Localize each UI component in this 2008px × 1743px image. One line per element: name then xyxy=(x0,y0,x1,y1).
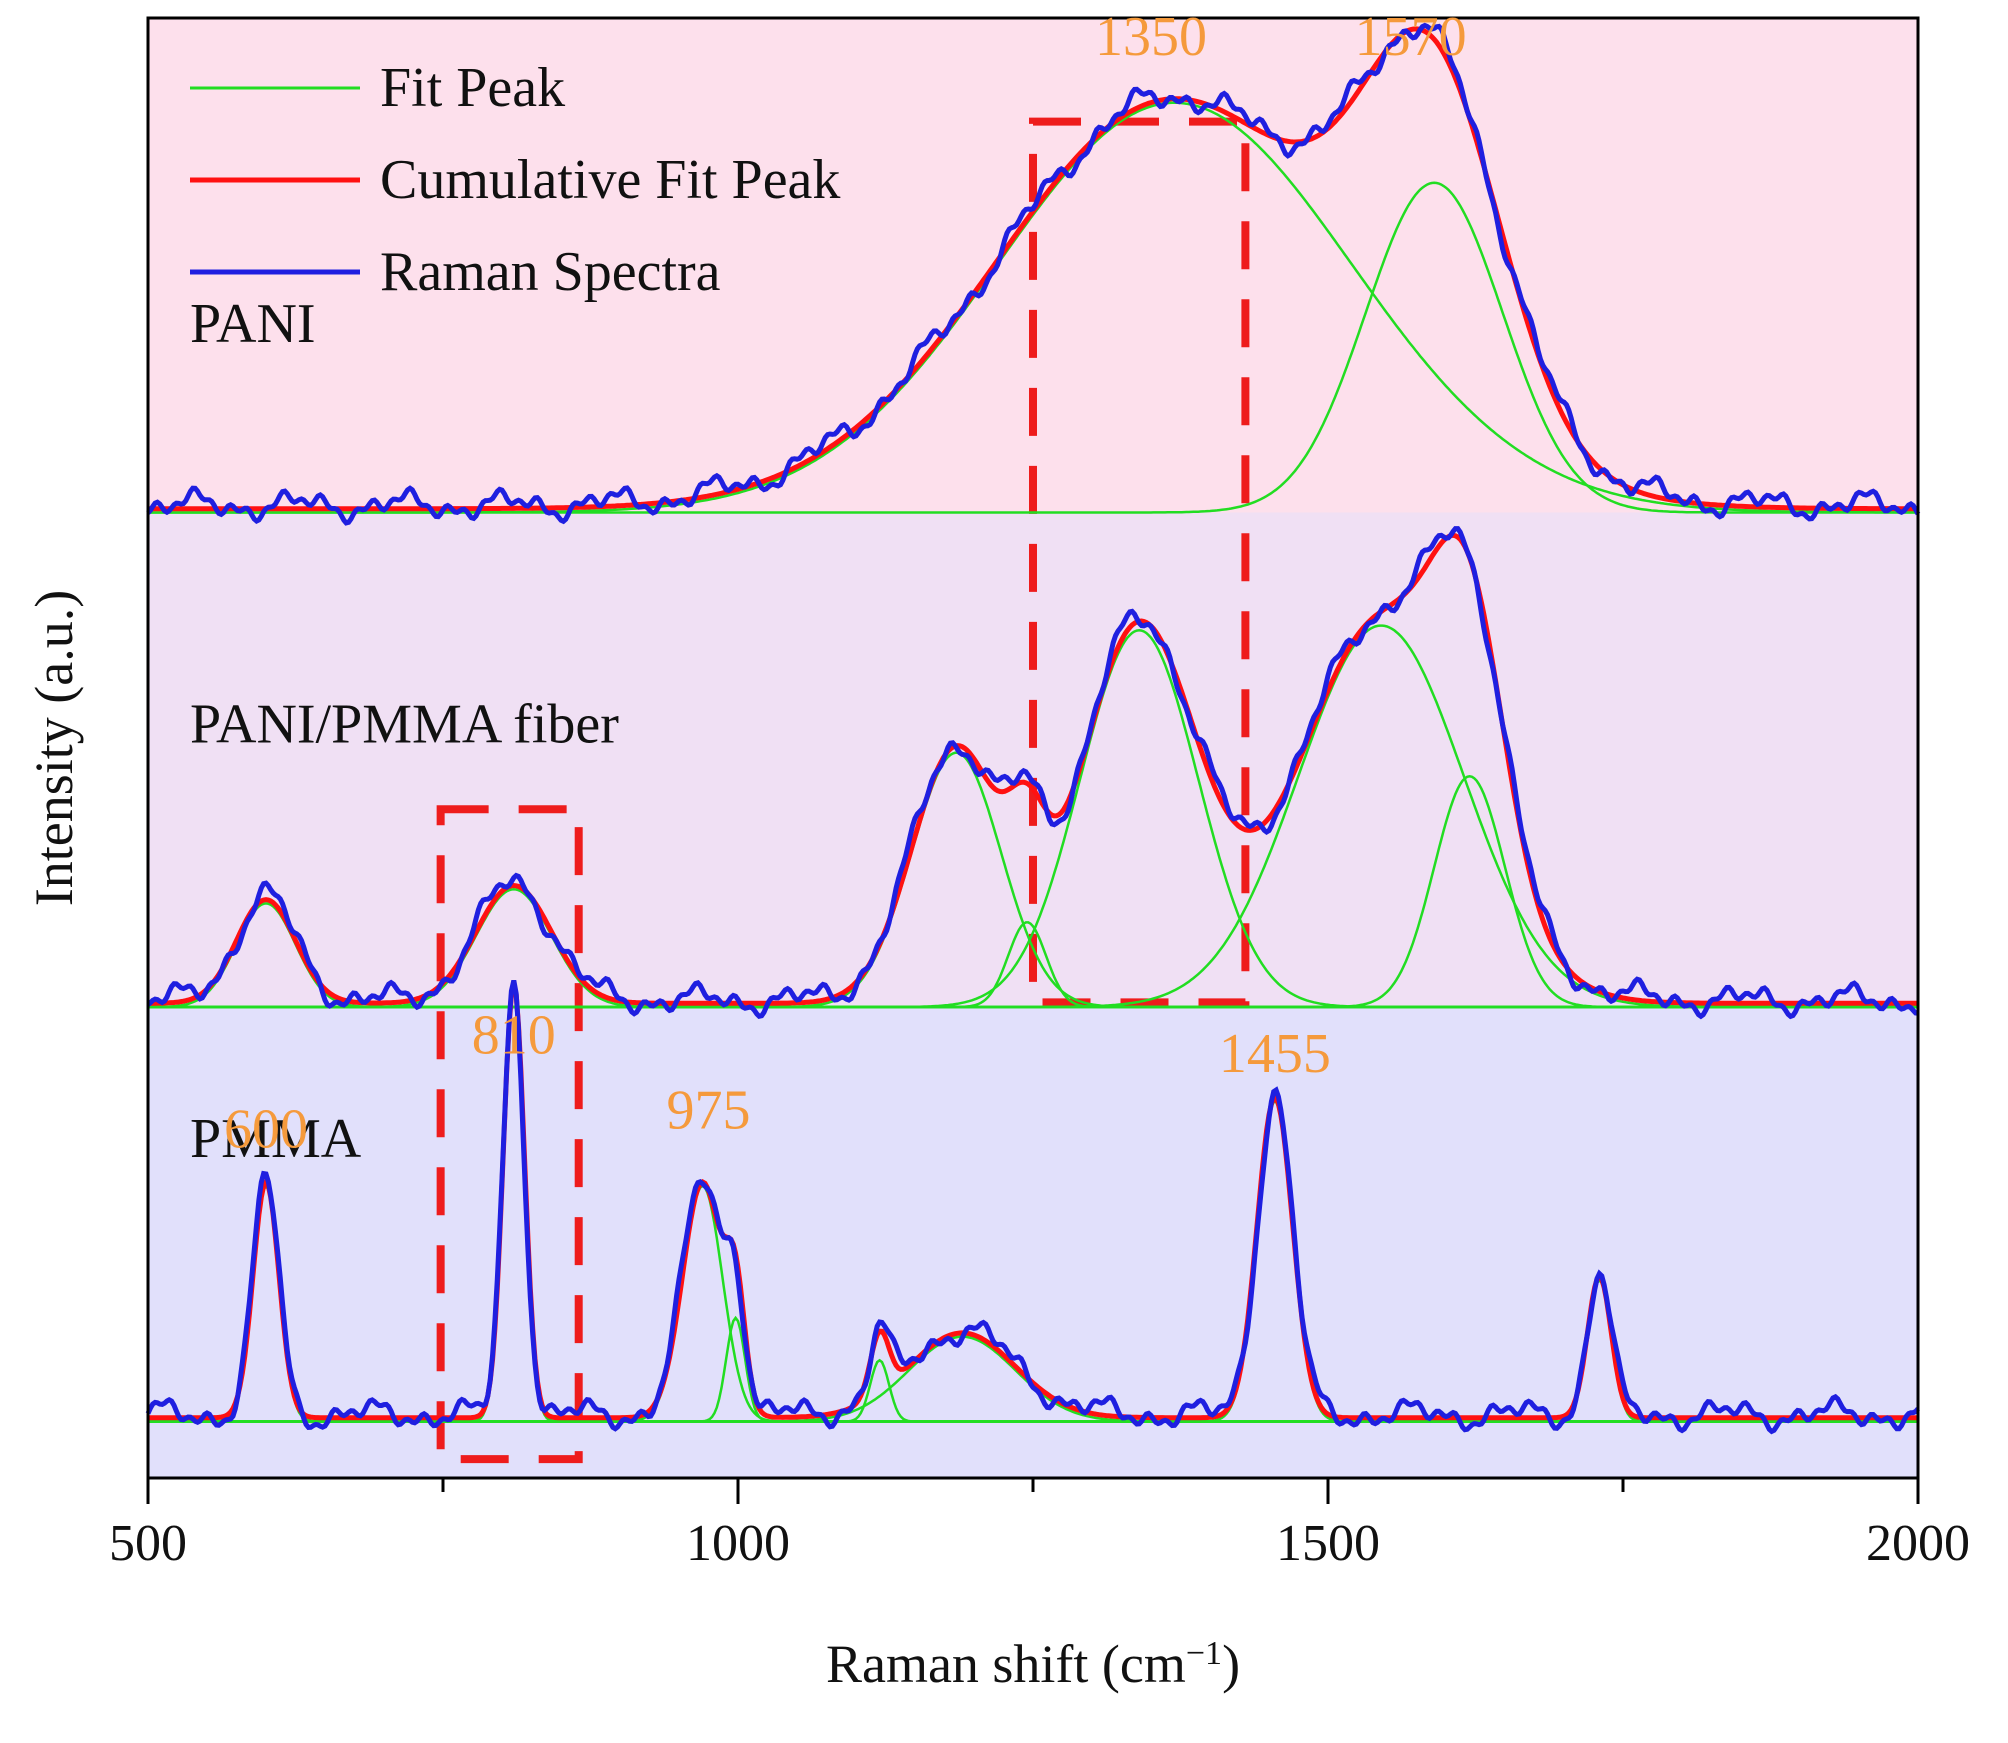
legend: Fit Peak Cumulative Fit Peak Raman Spectra xyxy=(190,57,840,303)
raman-spectrum-0 xyxy=(146,22,1921,526)
highlight-box-1 xyxy=(436,805,583,1464)
legend-label-1: Cumulative Fit Peak xyxy=(380,149,840,211)
annotation-3: 600 xyxy=(224,1098,308,1160)
annotation-0: 1350 xyxy=(1095,6,1207,68)
annotation-5: 1455 xyxy=(1219,1023,1331,1085)
raman-spectrum-2 xyxy=(145,979,1920,1435)
raman-spectrum-1 xyxy=(146,526,1919,1020)
legend-label-0: Fit Peak xyxy=(380,57,565,119)
axis-ticks: 500 1000 1500 2000 xyxy=(109,1478,1970,1572)
panel-label-1: PANI/PMMA fiber xyxy=(190,693,619,755)
annotation-2: 810 xyxy=(472,1004,556,1066)
panel-curves-1 xyxy=(146,526,1919,1020)
x-axis-label-sup: −1 xyxy=(1186,1635,1222,1672)
x-axis-label-close: ) xyxy=(1222,1634,1240,1694)
panel-curves-0 xyxy=(146,22,1921,526)
spectra-curves xyxy=(145,22,1921,1435)
panel-label-0: PANI xyxy=(190,293,316,355)
x-axis-label: Raman shift (cm−1) xyxy=(826,1634,1240,1694)
x-tick-label-1: 1000 xyxy=(686,1515,790,1572)
x-tick-label-3: 2000 xyxy=(1866,1515,1970,1572)
panel-curves-2 xyxy=(145,979,1920,1435)
annotation-1: 1570 xyxy=(1355,6,1467,68)
peak-annotations: 1350 1570 810 600 975 1455 xyxy=(224,6,1467,1161)
panel-labels: PANI PANI/PMMA fiber PMMA xyxy=(190,293,619,1170)
fit-peak-1-6 xyxy=(148,775,1918,1009)
x-tick-label-0: 500 xyxy=(109,1515,187,1572)
panel-bands xyxy=(148,18,1918,1478)
y-axis-label: Intensity (a.u.) xyxy=(24,590,84,906)
x-tick-label-2: 1500 xyxy=(1276,1515,1380,1572)
panel-label-2: PMMA xyxy=(190,1108,362,1170)
annotation-4: 975 xyxy=(667,1080,751,1142)
panel-band-2 xyxy=(148,1007,1918,1478)
legend-label-2: Raman Spectra xyxy=(380,241,721,303)
x-axis-label-main: Raman shift (cm xyxy=(826,1634,1186,1694)
